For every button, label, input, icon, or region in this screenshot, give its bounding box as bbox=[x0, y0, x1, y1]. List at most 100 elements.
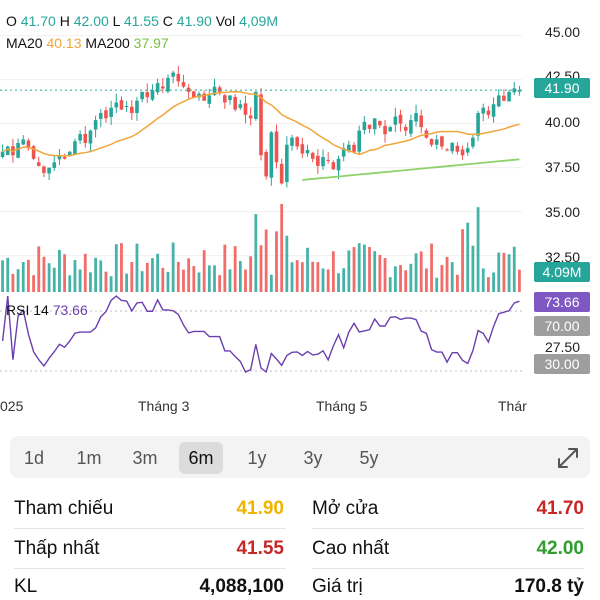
volume-bar bbox=[223, 244, 227, 292]
candle-body bbox=[295, 137, 299, 147]
high-label: H bbox=[59, 13, 70, 29]
close-value: 41.90 bbox=[176, 13, 212, 29]
candle-body bbox=[393, 116, 398, 125]
volume-bar bbox=[254, 214, 258, 292]
volume-bar bbox=[430, 243, 433, 292]
rsi-tick-27-5: 27.50 bbox=[544, 339, 580, 355]
volume-bar bbox=[73, 260, 77, 292]
candle-body bbox=[83, 133, 88, 143]
expand-icon[interactable] bbox=[554, 444, 582, 472]
candle-body bbox=[21, 139, 26, 145]
volume-bar bbox=[316, 262, 320, 292]
last-price-badge: 41.90 bbox=[534, 78, 590, 98]
candle-body bbox=[181, 82, 186, 87]
volume-bar bbox=[492, 272, 495, 292]
volume-bar bbox=[409, 263, 413, 292]
trade-value-value: 170.8 tỷ bbox=[514, 576, 584, 597]
candle-body bbox=[254, 91, 258, 119]
volume-bar bbox=[290, 262, 294, 292]
price-chart-area[interactable]: O 41.70 H 42.00 L 41.55 C 41.90 Vol 4,09… bbox=[0, 0, 600, 420]
candle-body bbox=[310, 152, 315, 159]
volume-bar bbox=[368, 247, 371, 292]
volume-value: 4,09M bbox=[239, 13, 279, 29]
volume-bar bbox=[6, 257, 10, 292]
open-label: O bbox=[6, 13, 17, 29]
candle-body bbox=[403, 126, 408, 131]
rsi-label: RSI 14 bbox=[6, 302, 49, 318]
volume-bar bbox=[280, 204, 284, 292]
volume-bar bbox=[300, 262, 304, 292]
volume-bar bbox=[47, 263, 51, 292]
volume-bar bbox=[481, 268, 485, 292]
candle-body bbox=[300, 144, 305, 154]
volume-bar bbox=[114, 244, 118, 292]
candle-body bbox=[285, 144, 289, 182]
volume-bar bbox=[233, 246, 237, 292]
volume-bar bbox=[32, 275, 35, 292]
tab-6m[interactable]: 6m bbox=[179, 442, 223, 474]
volume-bar bbox=[518, 269, 521, 292]
volume-bar bbox=[125, 273, 129, 292]
volume-bar bbox=[440, 265, 444, 292]
volume-bar bbox=[466, 222, 470, 292]
volume-bar bbox=[269, 274, 273, 292]
volume-bar bbox=[218, 275, 222, 292]
candle-body bbox=[57, 155, 62, 160]
tab-1y[interactable]: 1y bbox=[247, 448, 267, 468]
tab-1m[interactable]: 1m bbox=[76, 448, 102, 468]
volume-bar bbox=[238, 261, 242, 292]
candle-body bbox=[73, 141, 77, 154]
tab-1d[interactable]: 1d bbox=[23, 448, 45, 468]
candle-body bbox=[357, 130, 361, 152]
volume-bar bbox=[512, 246, 516, 292]
candlestick-chart[interactable] bbox=[0, 0, 600, 420]
volume-bar bbox=[487, 277, 490, 292]
candle-body bbox=[78, 134, 82, 141]
volume-bar bbox=[435, 277, 439, 292]
candle-body bbox=[161, 86, 165, 89]
candle-body bbox=[352, 144, 356, 152]
candle-body bbox=[62, 156, 67, 159]
candle-body bbox=[47, 167, 51, 174]
volume-bar bbox=[161, 267, 165, 292]
volume-bar bbox=[207, 265, 211, 292]
tab-5y[interactable]: 5y bbox=[359, 448, 379, 468]
rsi-badge: 73.66 bbox=[534, 292, 590, 312]
candle-body bbox=[388, 127, 393, 132]
candle-body bbox=[104, 110, 108, 119]
candle-body bbox=[507, 91, 511, 102]
candle-body bbox=[496, 95, 501, 107]
candle-body bbox=[383, 125, 387, 135]
candle-body bbox=[42, 166, 46, 173]
reference-label: Tham chiếu bbox=[14, 498, 114, 519]
volume-bar bbox=[58, 249, 61, 292]
volume-bar bbox=[352, 247, 356, 292]
tab-3m[interactable]: 3m bbox=[132, 448, 158, 468]
candle-body bbox=[186, 87, 191, 92]
candle-body bbox=[243, 103, 248, 115]
candle-body bbox=[429, 138, 434, 145]
close-label: C bbox=[162, 13, 173, 29]
rsi-upper-badge: 70.00 bbox=[534, 316, 590, 336]
y-tick-37-5: 37.50 bbox=[544, 159, 580, 175]
volume-bar bbox=[171, 242, 175, 292]
volume-bar bbox=[27, 259, 30, 292]
tab-3y[interactable]: 3y bbox=[303, 448, 323, 468]
candle-body bbox=[155, 83, 160, 93]
candle-body bbox=[109, 107, 113, 117]
open-price-value: 41.70 bbox=[536, 498, 584, 519]
volume-bar bbox=[135, 243, 139, 292]
ma20-line bbox=[2, 90, 520, 157]
candle-body bbox=[434, 139, 439, 145]
high-price-value: 42.00 bbox=[536, 538, 584, 559]
volume-bar bbox=[156, 253, 160, 292]
open-value: 41.70 bbox=[20, 13, 56, 29]
volume-bar bbox=[311, 261, 315, 292]
rsi-value: 73.66 bbox=[52, 302, 88, 318]
volume-bar bbox=[176, 261, 180, 292]
candle-body bbox=[512, 88, 517, 93]
candle-body bbox=[409, 120, 413, 134]
ma200-line bbox=[302, 158, 520, 181]
volume-bar bbox=[151, 258, 154, 292]
open-price-label: Mở cửa bbox=[312, 498, 379, 519]
